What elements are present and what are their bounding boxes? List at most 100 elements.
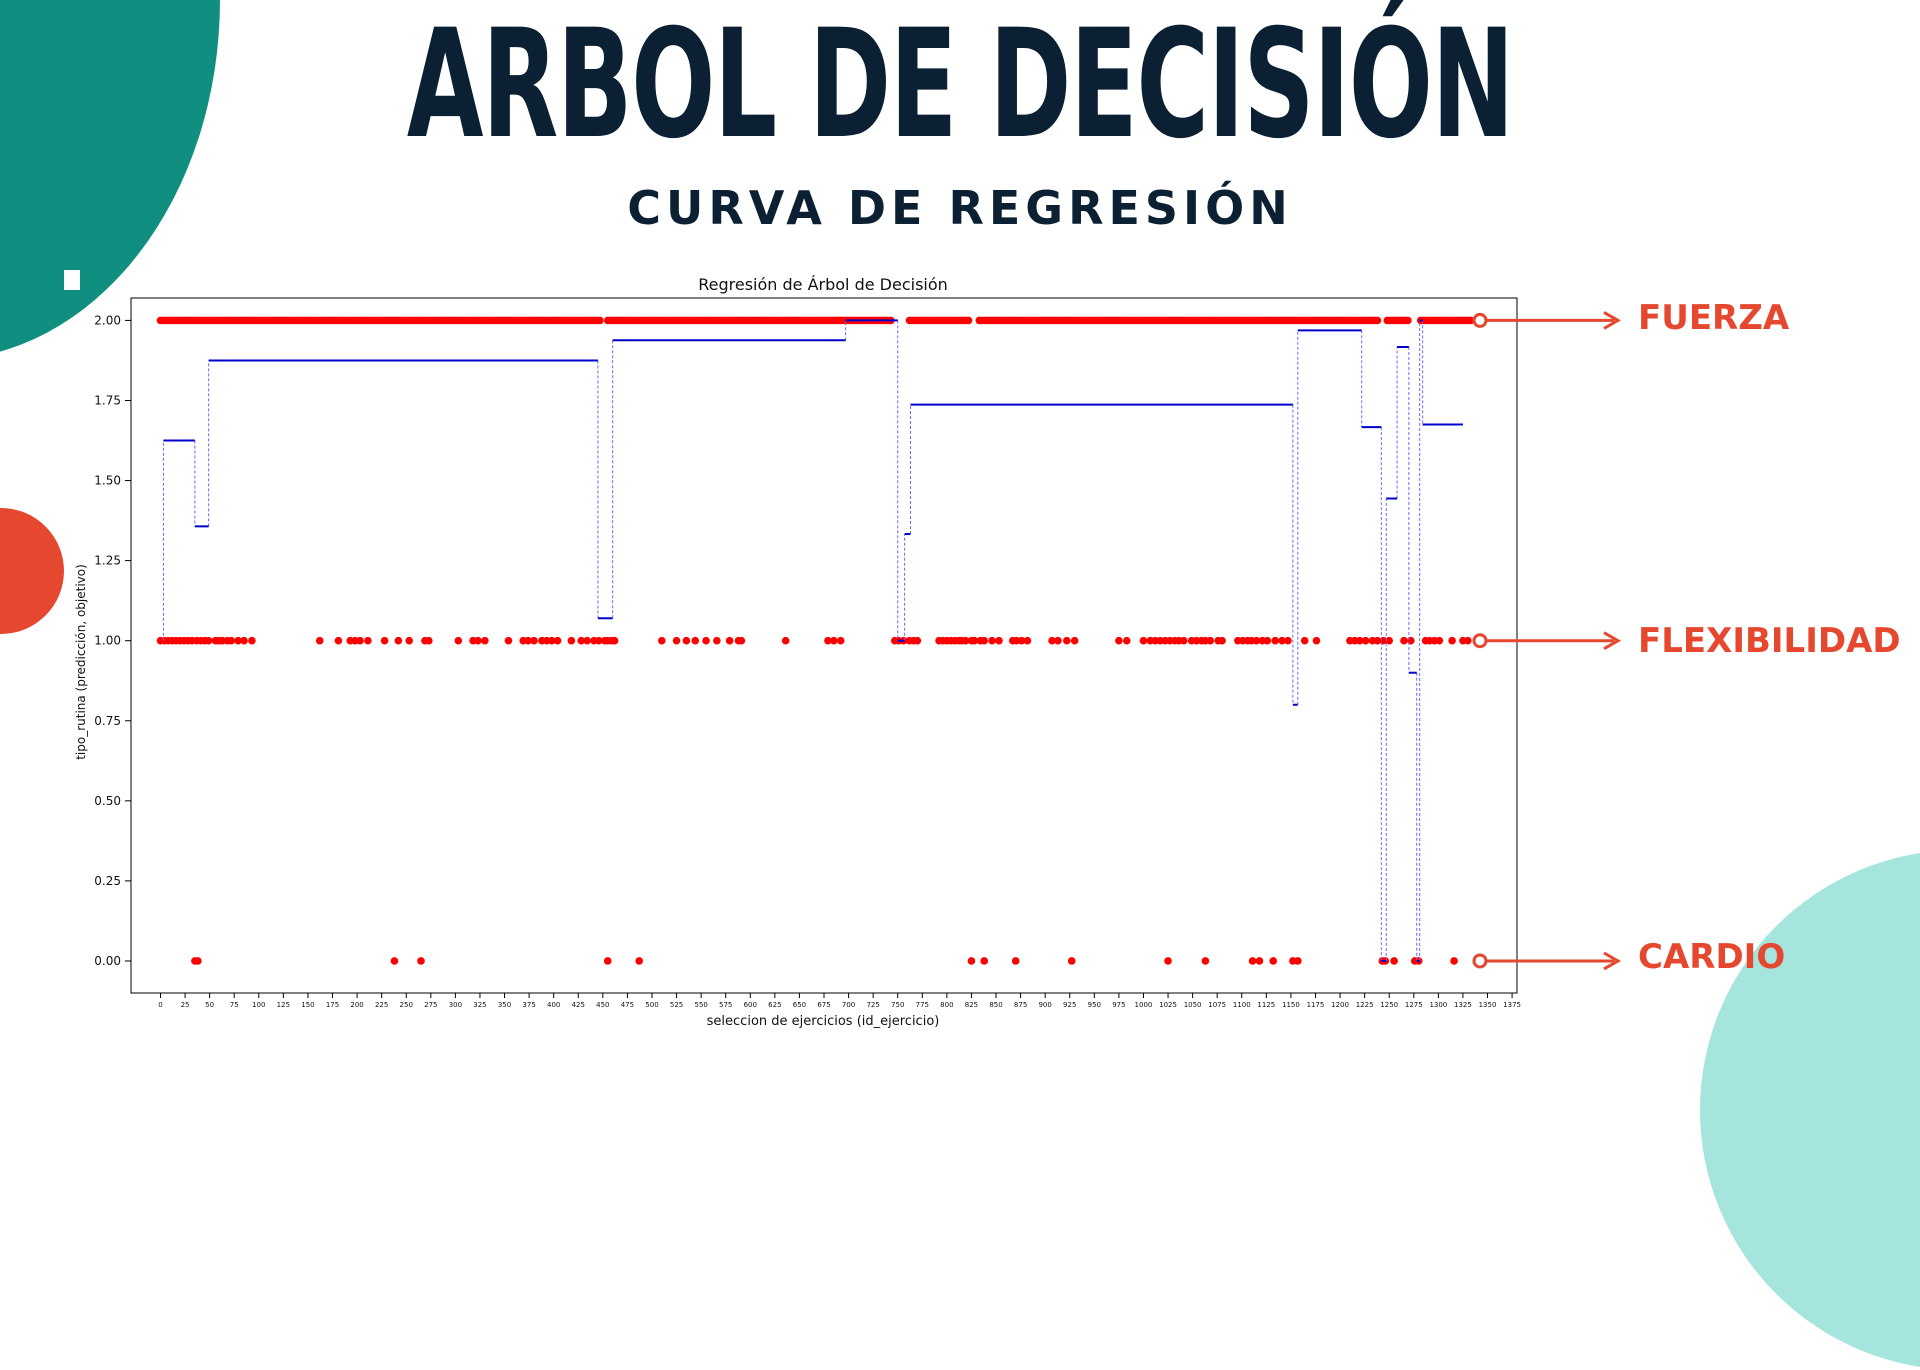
x-tick-label: 725 xyxy=(866,1001,879,1009)
data-point xyxy=(1300,636,1309,645)
data-point xyxy=(995,636,1003,645)
x-tick-label: 825 xyxy=(965,1001,978,1009)
data-point xyxy=(227,636,236,645)
data-point xyxy=(1355,636,1364,645)
x-tick-label: 75 xyxy=(230,1001,239,1009)
x-tick-label: 1275 xyxy=(1405,1001,1423,1009)
data-point xyxy=(980,957,989,965)
x-tick-label: 1150 xyxy=(1282,1001,1300,1009)
x-tick-label: 925 xyxy=(1063,1001,1076,1009)
data-point xyxy=(530,636,538,645)
data-point xyxy=(240,636,248,645)
x-tick-label: 0 xyxy=(158,1001,162,1009)
data-point xyxy=(204,636,213,645)
data-point xyxy=(725,636,734,645)
x-tick-label: 650 xyxy=(793,1001,806,1009)
x-tick-label: 1300 xyxy=(1429,1001,1447,1009)
x-tick-label: 1350 xyxy=(1479,1001,1497,1009)
data-point xyxy=(824,636,832,645)
x-tick-label: 600 xyxy=(744,1001,757,1009)
data-point xyxy=(194,957,202,965)
x-tick-label: 575 xyxy=(719,1001,732,1009)
x-tick-label: 550 xyxy=(694,1001,707,1009)
data-point xyxy=(334,636,343,645)
data-point xyxy=(1404,316,1412,325)
data-point xyxy=(577,636,586,645)
x-tick-label: 525 xyxy=(670,1001,683,1009)
x-tick-label: 325 xyxy=(473,1001,486,1009)
data-point xyxy=(610,636,619,645)
y-tick-label: 0.25 xyxy=(94,874,121,888)
data-point xyxy=(315,636,324,645)
x-tick-label: 1175 xyxy=(1307,1001,1325,1009)
data-point xyxy=(1139,636,1148,645)
x-tick-label: 25 xyxy=(181,1001,190,1009)
page-subtitle: CURVA DE REGRESIÓN xyxy=(627,181,1293,235)
x-tick-label: 300 xyxy=(449,1001,462,1009)
data-point xyxy=(567,636,576,645)
x-tick-label: 850 xyxy=(989,1001,1002,1009)
x-tick-label: 1075 xyxy=(1208,1001,1226,1009)
data-point xyxy=(672,636,681,645)
data-point xyxy=(635,957,643,965)
x-tick-label: 500 xyxy=(645,1001,658,1009)
data-point xyxy=(1017,636,1026,645)
x-tick-label: 1125 xyxy=(1257,1001,1275,1009)
data-point xyxy=(356,636,364,645)
x-tick-label: 1000 xyxy=(1135,1001,1153,1009)
x-tick-label: 400 xyxy=(547,1001,560,1009)
data-point xyxy=(364,636,372,645)
data-point xyxy=(1115,636,1123,645)
data-point xyxy=(964,316,973,325)
data-point xyxy=(1067,957,1076,965)
data-point xyxy=(1218,636,1226,645)
x-tick-label: 250 xyxy=(400,1001,413,1009)
plot-frame xyxy=(130,297,1518,994)
x-tick-label: 1100 xyxy=(1233,1001,1251,1009)
data-point xyxy=(1048,636,1056,645)
page-title: ARBOL DE DECISIÓN xyxy=(406,0,1515,172)
x-tick-label: 875 xyxy=(1014,1001,1027,1009)
data-point xyxy=(390,957,399,965)
x-tick-label: 375 xyxy=(522,1001,535,1009)
data-point xyxy=(1269,957,1278,965)
data-point xyxy=(380,636,389,645)
data-point xyxy=(1070,636,1079,645)
x-tick-label: 700 xyxy=(842,1001,855,1009)
x-tick-label: 1225 xyxy=(1356,1001,1374,1009)
data-point xyxy=(1255,957,1264,965)
y-tick-label: 0.00 xyxy=(94,954,121,968)
callout-arrowhead xyxy=(1603,311,1622,330)
data-point xyxy=(836,636,845,645)
data-point xyxy=(1448,636,1456,645)
x-axis-label: seleccion de ejercicios (id_ejercicio) xyxy=(707,1014,940,1029)
data-point xyxy=(595,636,603,645)
data-point xyxy=(524,636,532,645)
data-point xyxy=(1312,636,1321,645)
x-tick-label: 475 xyxy=(621,1001,634,1009)
x-tick-label: 1025 xyxy=(1159,1001,1177,1009)
callout-circle-marker xyxy=(1472,312,1488,328)
x-tick-label: 275 xyxy=(424,1001,437,1009)
data-point xyxy=(1293,957,1302,965)
x-tick-label: 750 xyxy=(891,1001,904,1009)
x-tick-label: 100 xyxy=(252,1001,265,1009)
data-point xyxy=(961,636,970,645)
chart-title: Regresión de Árbol de Decisión xyxy=(698,275,948,294)
x-tick-label: 900 xyxy=(1038,1001,1051,1009)
data-point xyxy=(967,957,976,965)
callout-circle-marker xyxy=(1472,633,1488,649)
data-point xyxy=(1385,636,1394,645)
data-point xyxy=(1263,636,1272,645)
data-point xyxy=(1271,636,1279,645)
x-tick-label: 150 xyxy=(301,1001,314,1009)
data-point xyxy=(658,636,666,645)
decorative-notch xyxy=(64,270,80,290)
x-tick-label: 450 xyxy=(596,1001,609,1009)
data-point xyxy=(1464,636,1472,645)
data-point xyxy=(474,636,482,645)
data-point xyxy=(504,636,513,645)
regression-chart: 0.00 0.25 0.50 0.75 1.00 1.25 1.50 1.75 2.00 0 25 5… xyxy=(74,275,1622,1029)
data-point xyxy=(1435,636,1444,645)
x-tick-label: 50 xyxy=(205,1001,214,1009)
